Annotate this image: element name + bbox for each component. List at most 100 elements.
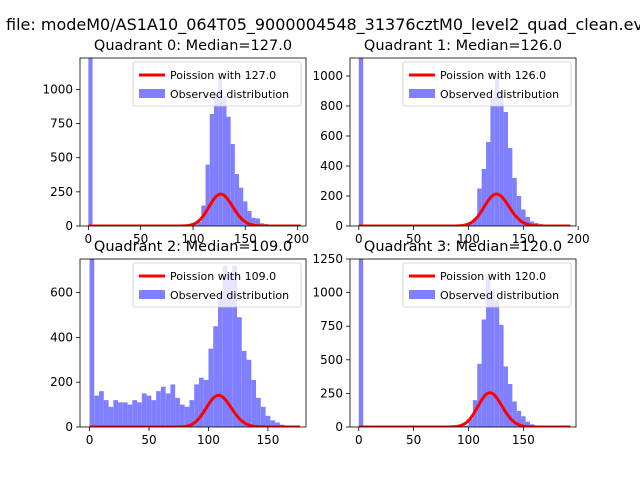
quadrant-1-legend-observed-swatch: [409, 89, 435, 98]
quadrant-2-histogram-bar: [137, 402, 142, 427]
quadrant-3-legend-box: [402, 262, 572, 308]
quadrant-2-histogram-bar: [232, 265, 238, 427]
quadrant-3-xtick-label: 150: [512, 433, 535, 447]
quadrant-0-histogram-bar: [218, 78, 223, 226]
quadrant-2-histogram-bar: [251, 379, 257, 427]
quadrant-0-histogram-bar: [209, 114, 214, 226]
quadrant-0-histogram-bar: [239, 187, 244, 226]
quadrant-3-histogram-bar: [512, 401, 517, 427]
quadrant-2-xtick-label: 150: [256, 433, 279, 447]
quadrant-2-ytick-label: 600: [50, 286, 73, 300]
quadrant-3-histogram-bar: [525, 421, 530, 427]
quadrant-3-legend-observed-label: Observed distribution: [440, 289, 559, 302]
quadrant-2-ytick-label: 200: [50, 375, 73, 389]
quadrant-3-plot-area: [358, 259, 571, 427]
quadrant-2-title: Quadrant 2: Median=109.0: [94, 239, 292, 255]
quadrant-0-ytick-label: 250: [50, 185, 73, 199]
quadrant-3-histogram-bar: [464, 425, 469, 427]
quadrant-0-histogram-bar: [88, 58, 93, 226]
quadrant-3-axes-frame: [349, 258, 577, 428]
quadrant-2-histogram-bar: [275, 422, 280, 427]
quadrant-3-xtick-label: 0: [355, 433, 363, 447]
quadrant-1-histogram-bar: [490, 98, 495, 226]
quadrant-1-histogram-bar: [494, 76, 500, 226]
quadrant-2-histogram-bar: [156, 391, 161, 427]
quadrant-2-histogram-bar: [208, 348, 214, 427]
quadrant-0-legend-observed-swatch: [139, 89, 165, 98]
quadrant-2-histogram-bar: [113, 400, 119, 427]
quadrant-0-title: Quadrant 0: Median=127.0: [94, 38, 292, 54]
quadrant-0-legend-observed-label: Observed distribution: [170, 88, 289, 101]
quadrant-2-legend-box: [132, 262, 302, 308]
quadrant-3-histogram-bar: [490, 289, 495, 427]
quadrant-1-ytick-label: 200: [320, 189, 343, 203]
quadrant-3-legend-poisson-label: Poission with 120.0: [440, 270, 546, 283]
quadrant-1-xtick-label: 100: [457, 232, 480, 246]
quadrant-2-legend-observed-swatch: [139, 290, 165, 299]
quadrant-3-histogram-bar: [521, 416, 526, 427]
quadrant-0-histogram-bar: [247, 210, 252, 226]
quadrant-0-xtick-label: 50: [133, 232, 148, 246]
quadrant-0-xtick-label: 100: [182, 232, 205, 246]
quadrant-2-histogram-bar: [146, 395, 152, 427]
quadrant-0-xtick-label: 200: [286, 232, 309, 246]
quadrant-2-histogram-bar: [127, 404, 133, 427]
quadrant-3-histogram-bar: [499, 324, 504, 427]
quadrant-2-histogram-bar: [175, 397, 180, 427]
quadrant-2-histogram-bar: [194, 384, 199, 427]
quadrant-1-histogram-bar: [499, 91, 504, 226]
quadrant-0-histogram-bar: [197, 221, 202, 226]
quadrant-0-histogram-bar: [243, 201, 248, 226]
quadrant-1-histogram-bar: [525, 217, 530, 226]
quadrant-1-histogram-bar: [472, 218, 478, 226]
quadrant-3-chart: 0 50 100 150 0 250 500 750 1000 1250 Quadrant 3: M…: [312, 239, 577, 447]
quadrant-2-histogram-bar: [151, 400, 157, 427]
quadrant-3-ytick-label: 500: [320, 353, 343, 367]
quadrant-2-histogram-bar: [118, 402, 123, 427]
quadrant-1-histogram-bar: [529, 221, 535, 226]
quadrant-2-histogram-bar: [203, 379, 209, 427]
quadrant-1-ytick-label: 400: [320, 159, 343, 173]
quadrant-3-ytick-label: 0: [335, 420, 343, 434]
quadrant-2-histogram-bar: [108, 406, 114, 427]
quadrant-3-legend-observed-swatch: [409, 290, 435, 299]
quadrant-2-histogram-bar: [99, 391, 104, 427]
quadrant-3-histogram-bar: [503, 366, 508, 427]
quadrant-1-ytick-label: 0: [335, 219, 343, 233]
figure-title: n file: modeM0/AS1A10_064T05_9000004548_…: [0, 15, 640, 35]
quadrant-0-histogram-bar: [230, 144, 235, 226]
quadrant-2-ytick-label: 400: [50, 330, 73, 344]
quadrant-3-ytick-label: 250: [320, 386, 343, 400]
quadrant-2-xtick-label: 100: [197, 433, 220, 447]
quadrant-2-histogram-bar: [222, 265, 228, 427]
quadrant-0-histogram-bar: [255, 218, 260, 226]
quadrant-1-histogram-bar: [481, 169, 487, 226]
quadrant-2-legend-poisson-label: Poission with 109.0: [170, 270, 276, 283]
quadrant-1-legend-poisson-label: Poission with 126.0: [440, 69, 546, 82]
quadrant-2-histogram-bar: [103, 400, 109, 427]
quadrant-1-histogram-bar: [468, 223, 473, 226]
quadrant-2-chart: 0 50 100 150 0 200 400 600 Quadrant 2: Median=10…: [50, 239, 307, 447]
quadrant-2-histogram-bar: [160, 386, 166, 427]
quadrant-3-histogram-bar: [481, 319, 487, 427]
quadrant-0-ytick-label: 500: [50, 151, 73, 165]
quadrant-1-histogram-bar: [507, 148, 513, 226]
quadrant-1-legend-box: [402, 61, 572, 107]
quadrant-3-ytick-label: 750: [320, 319, 343, 333]
quadrant-0-histogram-bar: [234, 174, 240, 226]
quadrant-1-histogram-bar: [516, 196, 522, 226]
quadrant-0-histogram-bar: [251, 217, 256, 226]
quadrant-2-histogram-bar: [141, 393, 147, 427]
quadrant-3-xtick-label: 50: [406, 433, 421, 447]
quadrant-2-histogram-bar: [265, 415, 271, 427]
quadrant-2-histogram-bar: [270, 420, 276, 427]
quadrant-1-histogram-bar: [358, 58, 364, 226]
quadrant-3-xtick-label: 100: [457, 433, 480, 447]
quadrant-0-ytick-label: 750: [50, 117, 73, 131]
quadrant-2-histogram-bar: [213, 326, 218, 427]
quadrant-3-histogram-bar: [494, 299, 500, 427]
quadrant-0-xtick-label: 150: [234, 232, 257, 246]
quadrant-3-ytick-label: 1000: [312, 286, 343, 300]
quadrant-3-histogram-bar: [516, 410, 522, 427]
quadrant-1-ytick-label: 1000: [312, 69, 343, 83]
